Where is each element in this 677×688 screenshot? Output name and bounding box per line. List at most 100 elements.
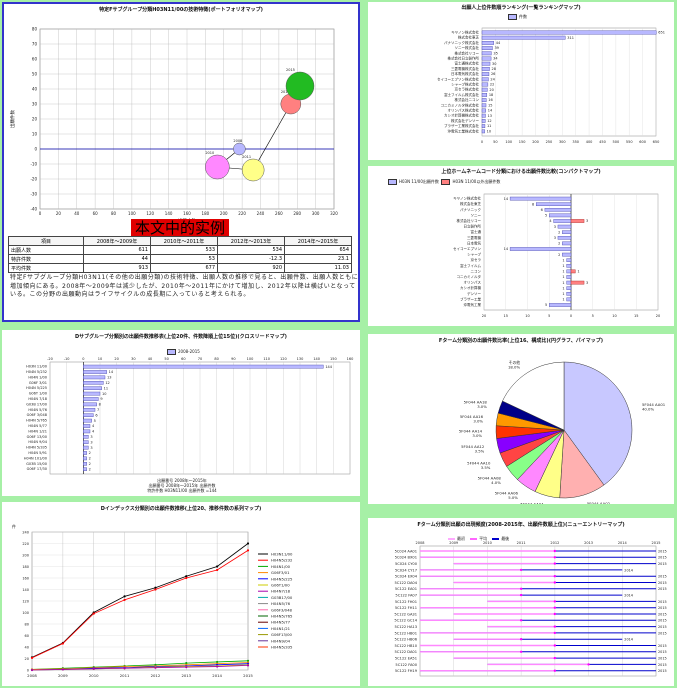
slice-value: 5.0% bbox=[508, 495, 518, 500]
category-label: キヤノン株式会社 bbox=[451, 30, 479, 35]
newentry-panel: Fターム分類別出願の出現頻度(2008-2015年、出願件数順上位)(ニューエン… bbox=[368, 518, 674, 686]
y-tick-label: -10 bbox=[30, 162, 37, 167]
category-label: 沖電気工業 bbox=[464, 302, 482, 307]
slice-value: 3.0% bbox=[477, 404, 487, 409]
bar-left bbox=[544, 208, 572, 212]
data-label: 13 bbox=[487, 114, 491, 118]
category-label: H04N 1/00 bbox=[28, 375, 47, 379]
ranking-title: 出願人上位件数順ランキング(一覧ランキングマップ) bbox=[461, 5, 581, 11]
data-label: 2015 bbox=[658, 631, 667, 635]
slice-value: 18.0% bbox=[508, 365, 520, 370]
x-tick-label: 180 bbox=[202, 211, 210, 216]
x-tick-label: 100 bbox=[247, 357, 254, 361]
data-label: 4 bbox=[92, 430, 95, 434]
category-label: G03B 15/00 bbox=[26, 462, 47, 466]
data-label: 6 bbox=[541, 208, 543, 212]
crossread-chart: -20 -10 0 10 20 30 40 50 60 70 80 90 100 110 120 130 140… bbox=[24, 357, 353, 475]
x-tick-label: 2012 bbox=[151, 673, 161, 678]
portfolio-chart: 0 20 40 60 80 100 120 140 160 180 200 220 240 260 280 3… bbox=[9, 27, 338, 225]
legend-label: G06T1/00 bbox=[271, 583, 290, 588]
category-label: G06T 1/00 bbox=[29, 392, 47, 396]
note-line: 出願番号 2008年～2015年 bbox=[157, 478, 207, 483]
series-point bbox=[123, 595, 126, 598]
data-label: 30 bbox=[492, 62, 496, 66]
category-label: 5C122 FH11 bbox=[395, 606, 417, 610]
slice-label: 5F044 AA14 bbox=[459, 428, 483, 433]
y-tick-label: 140 bbox=[22, 588, 29, 592]
table-cell: 913 bbox=[83, 263, 151, 273]
x-tick-label: 30 bbox=[131, 357, 135, 361]
table-cell: 出願人数 bbox=[8, 245, 84, 255]
category-label: G06F 3/048 bbox=[27, 413, 47, 417]
category-label: 5C122 DA04 bbox=[394, 581, 417, 585]
y-tick-label: 50 bbox=[32, 72, 38, 77]
y-tick-label: 70 bbox=[32, 42, 38, 47]
bar-left bbox=[566, 297, 572, 302]
data-label: 2015 bbox=[658, 650, 667, 654]
bar-left bbox=[566, 286, 572, 290]
bar bbox=[481, 98, 487, 103]
series-line bbox=[31, 550, 249, 659]
data-label: 2 bbox=[558, 230, 560, 234]
legend-label: G03B17/00 bbox=[271, 595, 293, 600]
x-tick-label: 2010 bbox=[483, 541, 492, 545]
category-label: 5C122 HA13 bbox=[394, 625, 417, 629]
bar-left bbox=[562, 252, 572, 257]
point-label: 2011 bbox=[242, 155, 251, 159]
data-label: 7 bbox=[97, 408, 99, 412]
series-point bbox=[185, 666, 188, 669]
data-label: 35 bbox=[493, 51, 497, 55]
x-tick-label: 2011 bbox=[120, 673, 130, 678]
x-tick-label: 240 bbox=[257, 211, 265, 216]
x-tick-label: 2015 bbox=[652, 541, 661, 545]
x-tick-label: 2014 bbox=[618, 541, 628, 545]
category-label: 株式会社ニコン bbox=[455, 97, 480, 102]
category-label: 5C024 EX04 bbox=[395, 575, 418, 579]
category-label: H04N 5/76 bbox=[28, 408, 47, 412]
bar bbox=[83, 445, 89, 450]
data-label: 2015 bbox=[658, 581, 667, 585]
mean-marker bbox=[553, 606, 557, 609]
category-label: 株式会社日立製作所 bbox=[448, 56, 480, 61]
bar bbox=[83, 391, 101, 396]
series-point bbox=[216, 660, 219, 664]
plot-area bbox=[481, 27, 657, 137]
y-tick-label: 30 bbox=[32, 102, 38, 107]
bar bbox=[83, 407, 96, 412]
x-tick-label: 2009 bbox=[449, 541, 458, 545]
y-tick-label: 200 bbox=[22, 554, 29, 558]
data-label: 10 bbox=[102, 392, 106, 396]
compact-title: 上位ホームネームコード分類における出願件数比較(コンパクトマップ) bbox=[441, 169, 601, 175]
data-label: 1 bbox=[562, 264, 564, 268]
x-tick-label: 10 bbox=[612, 314, 616, 318]
category-label: H04N 101/00 bbox=[24, 456, 47, 460]
x-tick-label: 500 bbox=[613, 140, 620, 144]
legend-label: 件数 bbox=[519, 14, 527, 19]
note-line: 特許件数 H03N11/00 出願件数 =144 bbox=[147, 488, 217, 493]
data-label: 22 bbox=[490, 83, 494, 87]
bar-left bbox=[549, 213, 572, 218]
data-label: 2015 bbox=[658, 600, 667, 604]
x-tick-label: 300 bbox=[312, 211, 320, 216]
point-label: 2010 bbox=[205, 151, 214, 155]
table-cell: 533 bbox=[150, 245, 218, 255]
ranking-legend: 件数 bbox=[508, 14, 527, 20]
category-label: カシオ計算機株式会社 bbox=[444, 113, 479, 118]
x-tick-label: 220 bbox=[238, 211, 246, 216]
bar bbox=[83, 375, 106, 380]
data-label: 28 bbox=[491, 67, 495, 71]
series-ylabel: 件 bbox=[12, 524, 16, 529]
mean-marker bbox=[553, 581, 557, 584]
table-row: 平均件数 913 677 920 11.03 bbox=[8, 263, 352, 273]
y-axis-label: 出願件数 bbox=[9, 110, 16, 128]
data-label: 2 bbox=[89, 451, 91, 455]
mean-marker bbox=[553, 600, 557, 603]
category-label: キヤノン株式会社 bbox=[453, 196, 481, 201]
y-tick-label: 0 bbox=[34, 147, 37, 152]
x-tick-label: 160 bbox=[183, 211, 191, 216]
x-tick-label: 2010 bbox=[89, 673, 99, 678]
data-label: 2015 bbox=[658, 587, 667, 591]
series-point bbox=[185, 575, 188, 578]
